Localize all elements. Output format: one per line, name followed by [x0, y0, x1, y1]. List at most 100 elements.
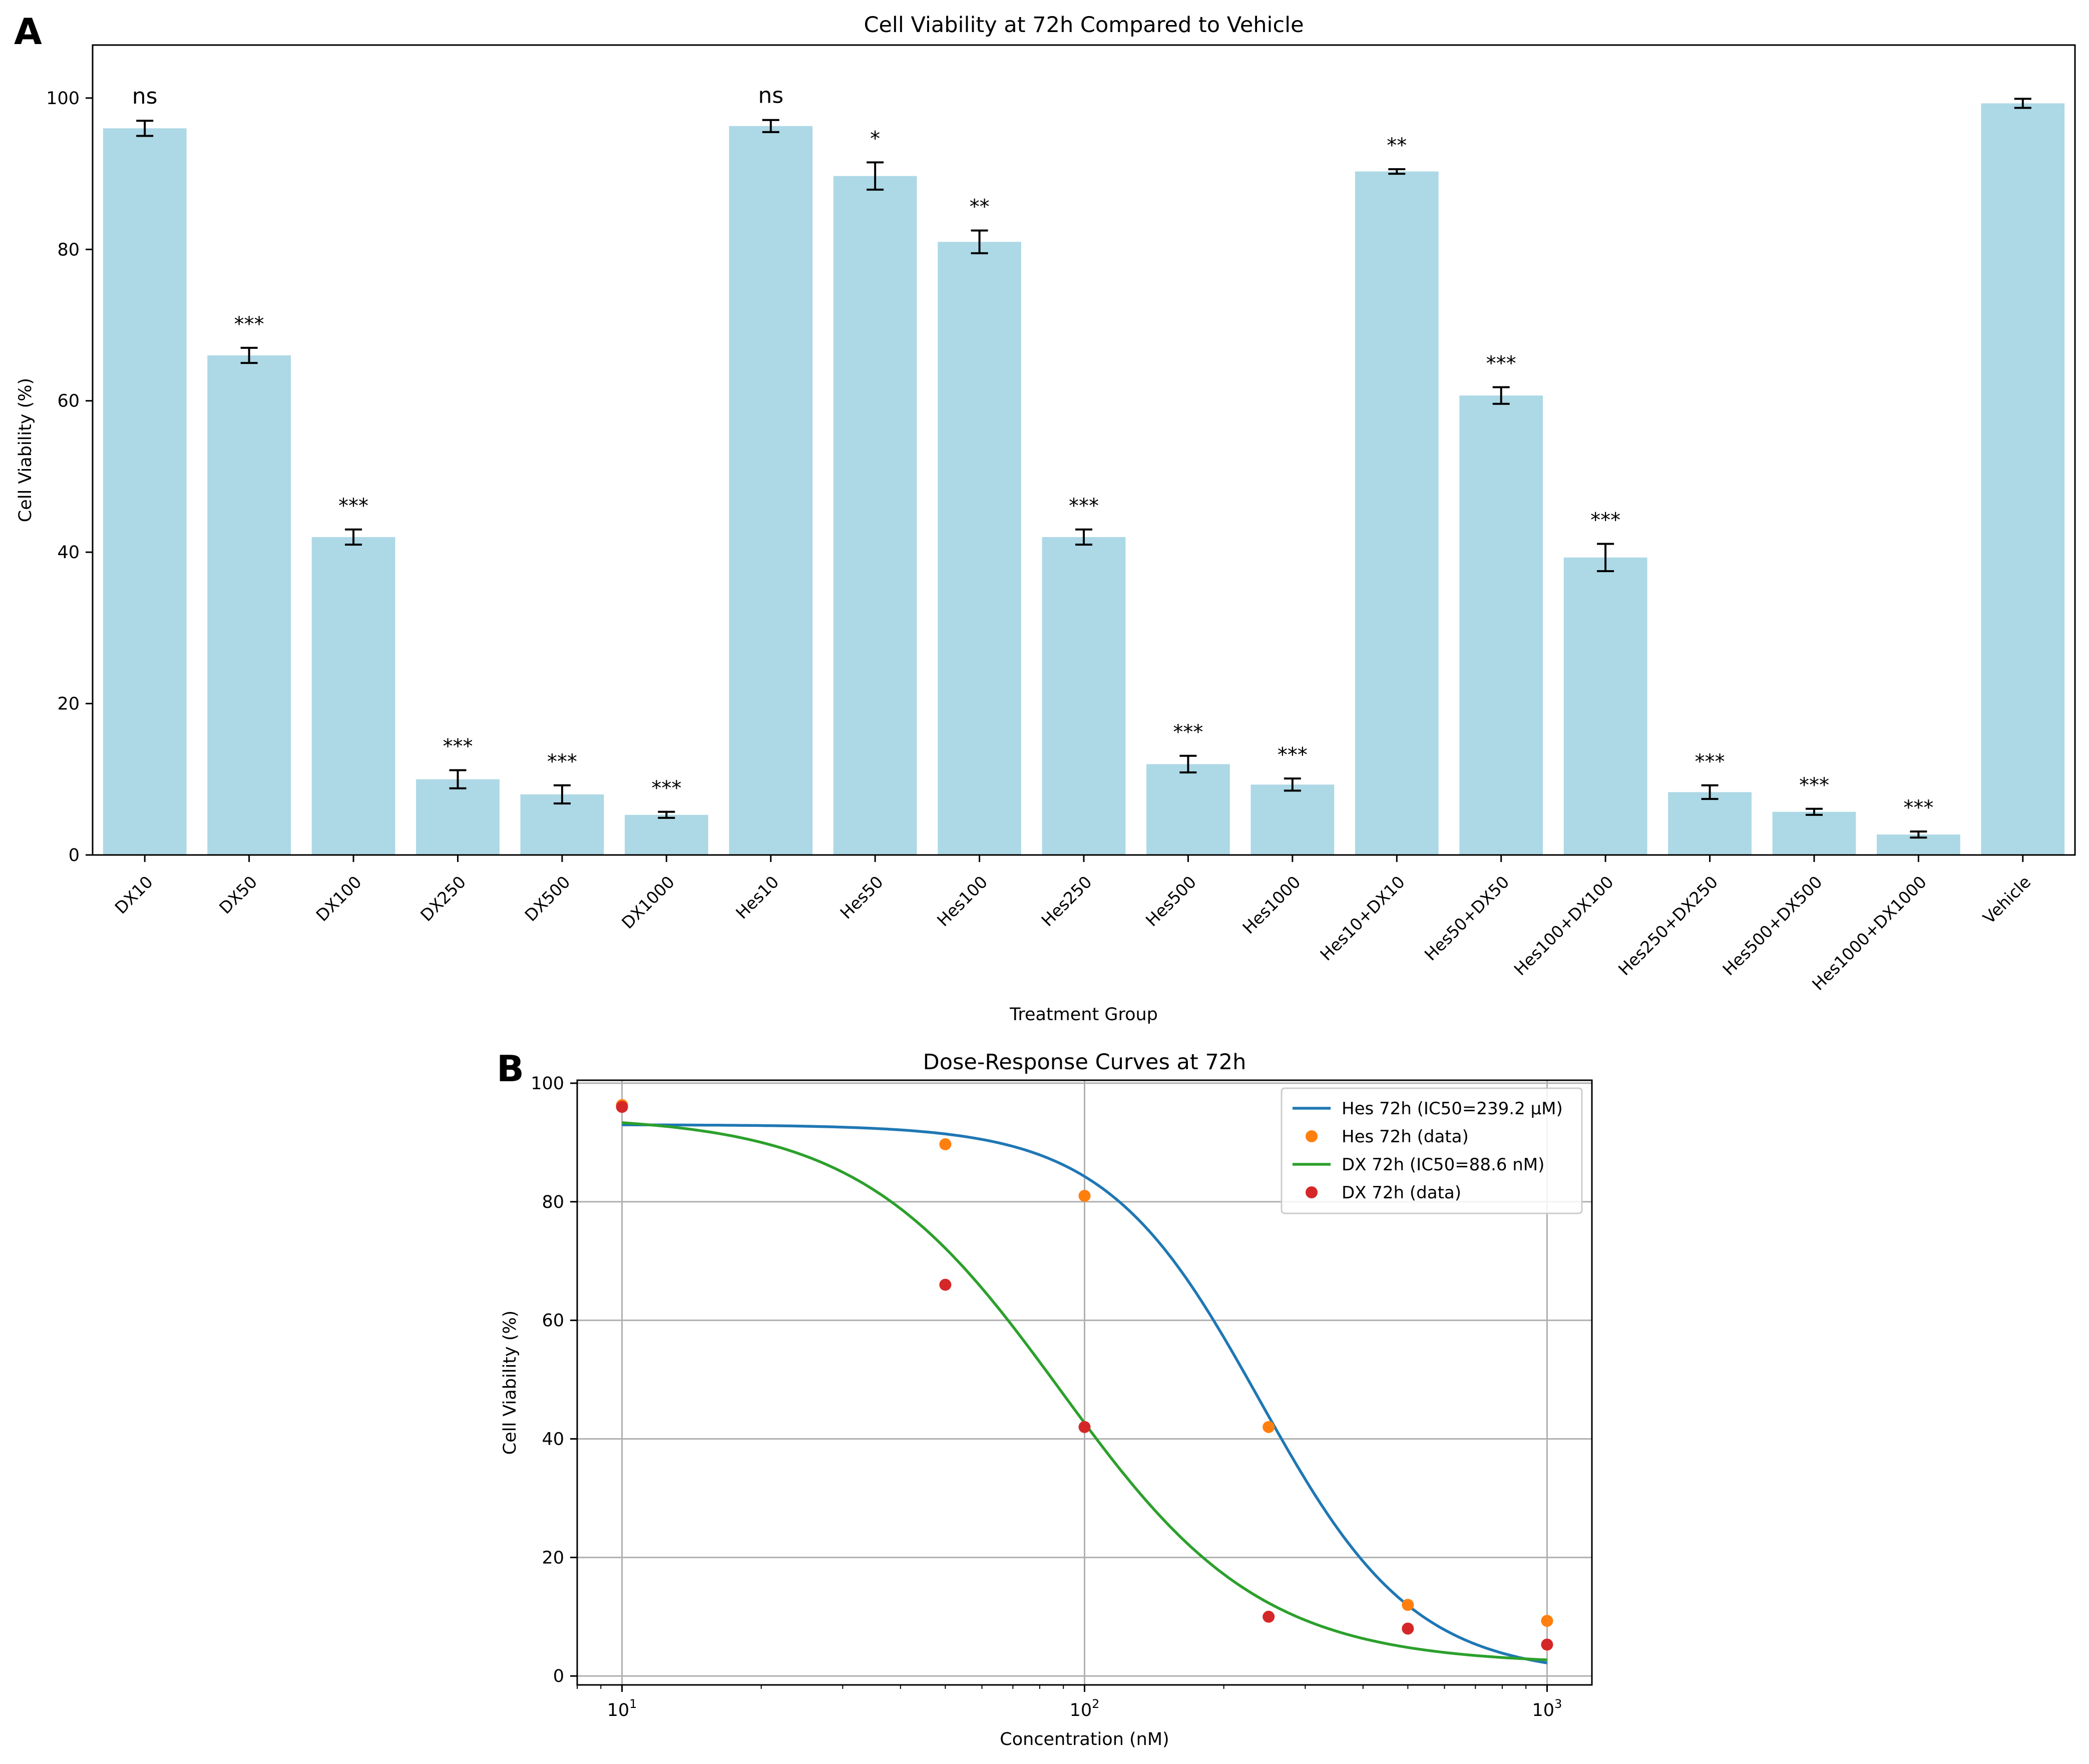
error-bar-hes1000	[1284, 777, 1301, 792]
x-tick-label-1000: 103	[1532, 1697, 1562, 1720]
bar-dx1000	[624, 814, 708, 855]
y-tick-label-40: 40	[542, 1430, 564, 1450]
x-tick-label-hes10: Hes10	[732, 872, 782, 923]
bar-hes10	[729, 126, 813, 855]
significance-dx50: ***	[234, 313, 264, 336]
error-bar-dx10	[136, 120, 154, 137]
data-point-dx-72h-data-1	[939, 1278, 952, 1291]
bar-chart-cell-viability: Cell Viability at 72h Compared to Vehicl…	[16, 13, 2076, 1025]
bar-dx50	[207, 355, 291, 855]
significance-hes500-dx500: ***	[1799, 774, 1829, 797]
significance-hes100-dx100: ***	[1590, 509, 1620, 532]
error-bar-hes250	[1075, 528, 1092, 546]
data-point-hes-72h-data-1	[939, 1138, 952, 1150]
y-tick-label-0: 0	[553, 1666, 564, 1686]
legend-label-hes-72h-ic50-239-2-m: Hes 72h (IC50=239.2 μM)	[1342, 1099, 1563, 1119]
legend-swatch-hes-72h-data	[1306, 1130, 1318, 1142]
dose-response-chart: Dose-Response Curves at 72h 101 102 103 0 20 4…	[500, 1050, 1593, 1749]
legend-label-dx-72h-data: DX 72h (data)	[1342, 1183, 1461, 1203]
significance-hes250-dx250: ***	[1695, 750, 1725, 773]
x-tick-label-dx100: DX100	[312, 872, 365, 925]
y-tick-label-80: 80	[542, 1192, 564, 1212]
error-bar-vehicle	[2014, 98, 2031, 109]
bar-hes500	[1146, 764, 1230, 855]
error-bar-hes50	[867, 161, 884, 191]
error-bar-dx50	[240, 346, 258, 364]
bar-vehicle	[1981, 103, 2065, 855]
x-tick-label-dx10: DX10	[111, 872, 157, 918]
chart-b-title: Dose-Response Curves at 72h	[923, 1050, 1246, 1075]
y-tick-label-100: 100	[531, 1074, 564, 1094]
significance-hes50: *	[870, 127, 880, 150]
legend-swatch-dx-72h-data	[1306, 1186, 1318, 1198]
chart-b-frame	[576, 1079, 1593, 1686]
chart-b-y-axis-label: Cell Viability (%)	[500, 1310, 520, 1455]
significance-hes10-dx10: **	[1387, 134, 1407, 157]
bar-hes1000	[1250, 784, 1335, 855]
chart-a-y-axis-label: Cell Viability (%)	[16, 378, 36, 522]
chart-a-x-axis-label: Treatment Group	[1009, 1005, 1158, 1025]
y-tick-label-60: 60	[57, 391, 80, 411]
series-line-hes-72h-ic50-239-2-m	[622, 1123, 1547, 1664]
chart-a-title: Cell Viability at 72h Compared to Vehicl…	[864, 13, 1304, 38]
error-bar-hes500-dx500	[1805, 807, 1823, 816]
significance-hes50-dx50: ***	[1486, 352, 1516, 375]
x-tick-label-hes100: Hes100	[933, 872, 991, 930]
bar-hes50-dx50	[1459, 395, 1543, 855]
error-bar-dx250	[449, 769, 467, 789]
significance-dx1000: ***	[651, 777, 681, 800]
x-tick-label-dx1000: DX1000	[618, 872, 678, 933]
y-tick-label-20: 20	[57, 694, 80, 714]
significance-dx500: ***	[547, 750, 577, 773]
panel-a-letter: A	[14, 11, 42, 53]
x-tick-label-hes10-dx10: Hes10+DX10	[1316, 872, 1409, 965]
y-tick-label-60: 60	[542, 1311, 564, 1331]
error-bar-hes250-dx250	[1701, 784, 1719, 800]
y-tick-label-100: 100	[46, 89, 80, 109]
error-bar-hes500	[1179, 754, 1197, 774]
bar-dx10	[103, 128, 187, 855]
x-tick-label-dx250: DX250	[416, 872, 470, 925]
data-point-hes-72h-data-5	[1541, 1615, 1553, 1627]
x-tick-label-hes250-dx250: Hes250+DX250	[1614, 872, 1722, 979]
y-tick-label-0: 0	[69, 845, 80, 865]
data-point-dx-72h-data-5	[1541, 1638, 1553, 1651]
x-tick-label-hes50-dx50: Hes50+DX50	[1421, 872, 1513, 965]
y-tick-label-20: 20	[542, 1548, 564, 1568]
error-bar-dx100	[345, 528, 362, 546]
chart-a-frame	[92, 44, 2076, 856]
y-tick-label-40: 40	[57, 543, 80, 563]
x-tick-label-hes500: Hes500	[1142, 872, 1200, 930]
significance-hes10: ns	[758, 83, 783, 109]
bar-hes100-dx100	[1563, 557, 1647, 855]
bar-hes250	[1042, 537, 1126, 855]
bar-hes500-dx500	[1772, 811, 1856, 855]
x-tick-label-hes1000-dx1000: Hes1000+DX1000	[1808, 872, 1930, 994]
error-bar-hes50-dx50	[1492, 386, 1510, 405]
significance-hes1000-dx1000: ***	[1903, 796, 1933, 819]
error-bar-hes100-dx100	[1597, 543, 1614, 572]
bar-hes10-dx10	[1355, 171, 1439, 855]
legend-label-dx-72h-ic50-88-6-nm: DX 72h (IC50=88.6 nM)	[1342, 1155, 1544, 1175]
data-point-dx-72h-data-0	[616, 1101, 628, 1113]
data-point-dx-72h-data-3	[1263, 1610, 1275, 1623]
bar-dx100	[311, 537, 395, 855]
data-point-hes-72h-data-2	[1078, 1189, 1091, 1202]
bar-dx250	[416, 779, 500, 855]
data-point-dx-72h-data-4	[1402, 1622, 1414, 1635]
error-bar-hes10	[762, 119, 779, 133]
error-bar-dx1000	[658, 810, 675, 819]
chart-b-x-axis-label: Concentration (nM)	[1000, 1729, 1169, 1749]
error-bar-dx500	[553, 784, 571, 805]
panel-b-letter: B	[497, 1048, 524, 1090]
significance-hes100: **	[970, 195, 990, 218]
data-point-dx-72h-data-2	[1078, 1421, 1091, 1433]
data-point-hes-72h-data-4	[1402, 1599, 1414, 1611]
significance-hes500: ***	[1173, 721, 1203, 744]
x-tick-label-hes50: Hes50	[836, 872, 887, 923]
x-tick-label-10: 101	[607, 1697, 637, 1720]
x-tick-label-hes1000: Hes1000	[1238, 872, 1304, 938]
bar-dx500	[520, 794, 604, 855]
bar-hes250-dx250	[1668, 792, 1752, 855]
